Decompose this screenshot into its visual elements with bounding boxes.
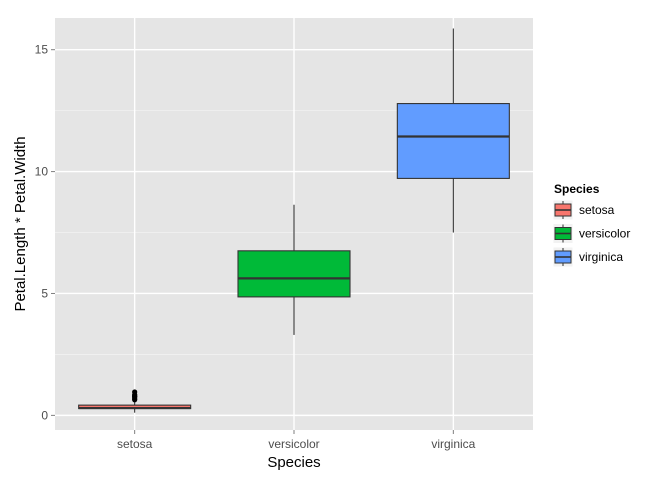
x-tick-label-setosa: setosa: [117, 437, 153, 451]
legend-title: Species: [554, 182, 600, 196]
legend-item-versicolor: versicolor: [552, 223, 630, 244]
x-tick-label-versicolor: versicolor: [268, 437, 319, 451]
legend-label-versicolor: versicolor: [579, 227, 630, 241]
legend-label-setosa: setosa: [579, 203, 615, 217]
iqr-box-virginica: [396, 103, 510, 179]
box-versicolor: [237, 204, 351, 335]
legend-label-virginica: virginica: [579, 250, 623, 264]
y-axis-title: Petal.Length * Petal.Width: [12, 136, 29, 311]
box-virginica: [396, 28, 510, 233]
y-tick-label: 0: [41, 408, 48, 422]
y-tick-label: 5: [41, 286, 48, 300]
box-setosa: [78, 389, 192, 413]
legend-item-setosa: setosa: [552, 199, 615, 221]
x-tick-label-virginica: virginica: [431, 437, 475, 451]
iqr-box-versicolor: [237, 250, 351, 298]
x-axis-title: Species: [267, 454, 320, 471]
y-tick-label: 10: [35, 165, 49, 179]
outlier-point-setosa: [132, 389, 138, 395]
y-tick-label: 15: [35, 43, 49, 57]
legend-item-virginica: virginica: [552, 246, 623, 268]
